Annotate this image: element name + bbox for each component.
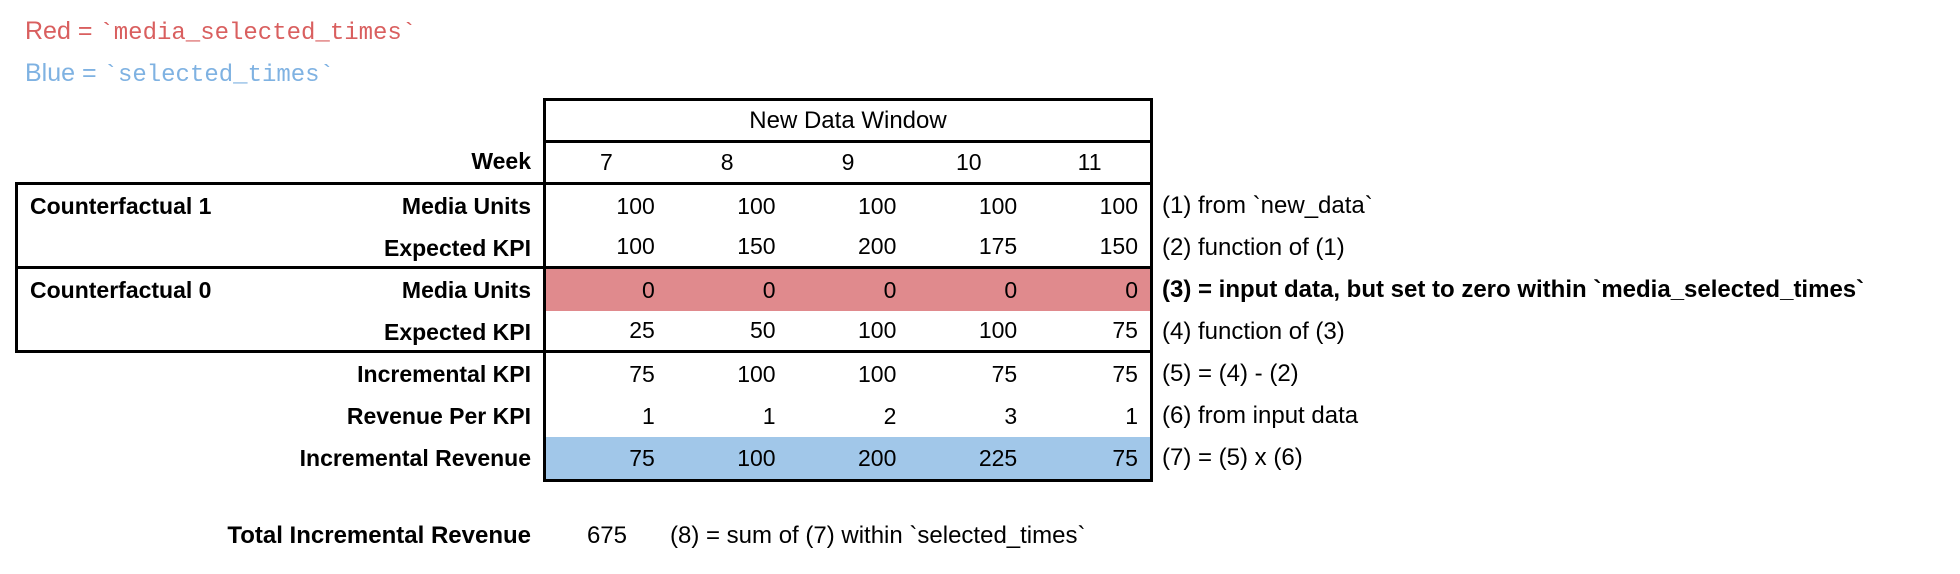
table-row-expected-kpi-cf1: 100 150 200 175 150 — [546, 227, 1150, 269]
row-label-revenue-per-kpi: Revenue Per KPI — [346, 403, 531, 429]
legend-red-word: Red — [25, 17, 71, 45]
week-row-label: Week — [471, 148, 531, 174]
total-incremental-revenue-value: 675 — [586, 522, 627, 549]
data-cell: 150 — [1099, 233, 1138, 259]
data-cell: 75 — [629, 360, 655, 387]
data-cell: 100 — [737, 192, 776, 219]
note-2: (2) function of (1) — [1162, 234, 1345, 261]
note-4: (4) function of (3) — [1162, 318, 1345, 345]
note-6: (6) from input data — [1162, 402, 1359, 429]
data-cell: 100 — [858, 360, 897, 387]
note-7: (7) = (5) x (6) — [1162, 444, 1303, 471]
data-cell: 100 — [737, 360, 776, 387]
data-cell: 0 — [883, 276, 897, 303]
data-cell: 100 — [858, 317, 897, 343]
table-header-row: New Data Window — [546, 101, 1150, 143]
data-cell: 100 — [978, 317, 1018, 343]
legend-blue-code: `selected_times` — [103, 62, 334, 89]
week-cell: 10 — [955, 149, 982, 175]
data-cell: 75 — [1112, 317, 1138, 343]
data-cell: 25 — [629, 317, 655, 343]
table-row-expected-kpi-cf0: 25 50 100 100 75 — [546, 311, 1150, 353]
week-row: 7 8 9 10 11 — [546, 143, 1150, 185]
data-cell: 100 — [858, 192, 897, 219]
row-label-expected-kpi-cf1: Expected KPI — [384, 235, 531, 261]
data-cell: 75 — [991, 360, 1018, 387]
week-cell: 8 — [720, 149, 734, 175]
table-header-title: New Data Window — [749, 106, 947, 134]
data-cell: 0 — [1004, 276, 1018, 303]
counterfactual-1-label: Counterfactual 1 — [30, 193, 212, 219]
row-label-incremental-revenue: Incremental Revenue — [299, 445, 531, 471]
data-cell: 200 — [858, 444, 897, 471]
legend-blue-word: Blue — [25, 59, 76, 87]
data-cell: 100 — [616, 233, 655, 259]
table-row-incremental-kpi: 75 100 100 75 75 — [546, 353, 1150, 395]
data-cell: 100 — [978, 192, 1018, 219]
note-8: (8) = sum of (7) within `selected_times` — [670, 522, 1086, 549]
note-3: (3) = input data, but set to zero within… — [1162, 276, 1865, 303]
week-cell: 9 — [841, 149, 855, 175]
data-cell: 150 — [737, 233, 776, 259]
data-cell: 1 — [762, 402, 776, 429]
row-label-incremental-kpi: Incremental KPI — [357, 361, 531, 387]
data-cell: 2 — [883, 402, 897, 429]
legend-blue-equals: = — [75, 59, 104, 87]
row-label-media-units-cf1: Media Units — [401, 193, 531, 219]
data-cell: 50 — [750, 317, 776, 343]
week-cell: 11 — [1077, 149, 1102, 175]
row-label-media-units-cf0: Media Units — [401, 277, 531, 303]
data-cell: 100 — [1099, 192, 1138, 219]
data-cell: 1 — [1125, 402, 1138, 429]
week-cell: 7 — [600, 149, 613, 175]
note-1: (1) from `new_data` — [1162, 192, 1373, 219]
data-cell: 75 — [1112, 360, 1138, 387]
legend-red-code: `media_selected_times` — [99, 20, 417, 47]
data-cell: 0 — [1125, 276, 1138, 303]
data-cell: 175 — [978, 233, 1018, 259]
data-cell: 0 — [762, 276, 776, 303]
data-cell: 100 — [737, 444, 776, 471]
data-cell: 0 — [642, 276, 655, 303]
data-cell: 3 — [1004, 402, 1018, 429]
data-cell: 1 — [642, 402, 655, 429]
legend-red-line: Red = `media_selected_times` — [25, 14, 416, 48]
table-row-incremental-revenue-highlighted: 75 100 200 225 75 — [546, 437, 1150, 479]
note-5: (5) = (4) - (2) — [1162, 360, 1299, 387]
total-incremental-revenue-label: Total Incremental Revenue — [227, 522, 531, 549]
data-cell: 100 — [616, 192, 655, 219]
data-cell: 75 — [629, 444, 655, 471]
counterfactual-0-label: Counterfactual 0 — [30, 277, 212, 303]
data-cell: 200 — [858, 233, 897, 259]
legend-red-equals: = — [70, 17, 100, 45]
table-row-media-units-cf0-highlighted: 0 0 0 0 0 — [546, 269, 1150, 311]
data-cell: 225 — [978, 444, 1018, 471]
table-row-revenue-per-kpi: 1 1 2 3 1 — [546, 395, 1150, 437]
row-label-expected-kpi-cf0: Expected KPI — [384, 319, 531, 345]
table-row-media-units-cf1: 100 100 100 100 100 — [546, 185, 1150, 227]
legend-blue-line: Blue = `selected_times` — [25, 56, 334, 90]
data-cell: 75 — [1112, 444, 1138, 471]
data-table: New Data Window 7 8 9 10 11 100 100 100 … — [543, 98, 1153, 482]
